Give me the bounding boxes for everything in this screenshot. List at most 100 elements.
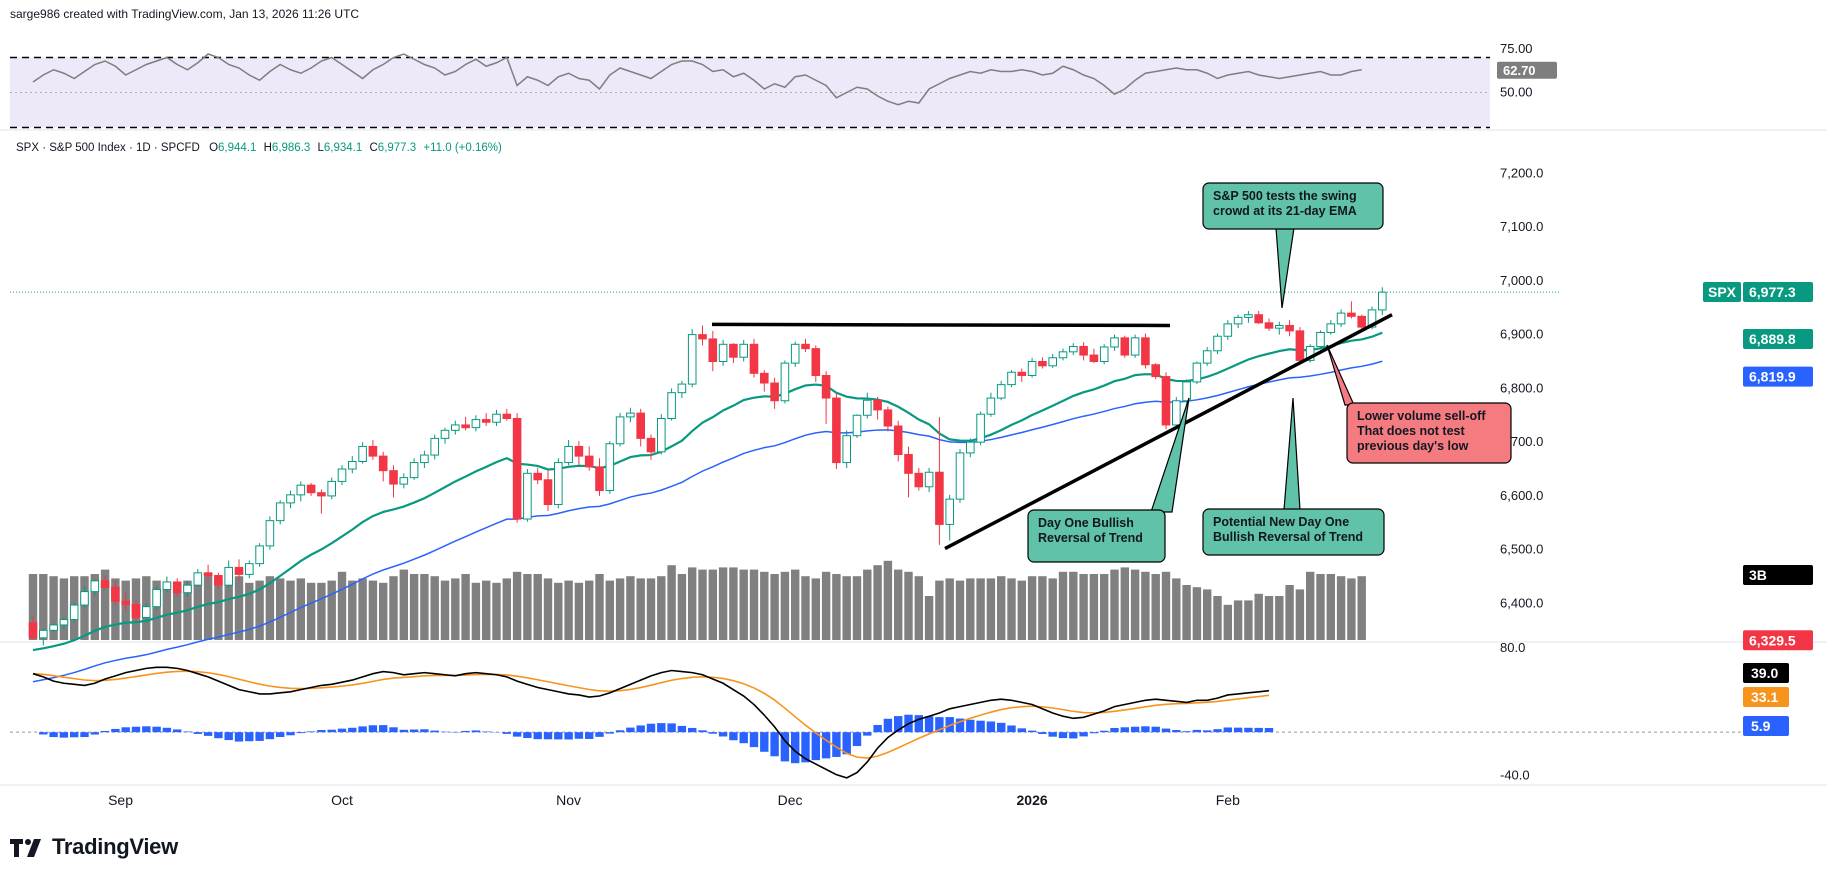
- volume-bar: [708, 569, 717, 640]
- candle-body: [904, 454, 913, 474]
- candle-body: [1151, 364, 1161, 378]
- candle-body: [512, 417, 522, 520]
- macd-value: 39.0: [1751, 665, 1778, 681]
- macd-histogram-bar: [811, 732, 820, 761]
- macd-histogram-bar: [935, 717, 944, 733]
- macd-value-tag: [1743, 663, 1789, 683]
- macd-histogram-bar: [430, 730, 439, 733]
- candle-body: [687, 334, 697, 385]
- macd-histogram-bar: [461, 730, 470, 733]
- volume-bar: [193, 578, 202, 640]
- annotation-box: [1202, 182, 1384, 230]
- volume-bar: [286, 580, 295, 640]
- candle-body: [1027, 361, 1037, 376]
- volume-bar: [265, 576, 275, 640]
- candle-body: [1213, 335, 1222, 352]
- price-tick-label: 6,900.0: [1500, 327, 1543, 342]
- candle-body: [1141, 337, 1150, 366]
- volume-bar: [955, 580, 965, 640]
- macd-value-tag: [1743, 687, 1789, 707]
- macd-histogram-bar: [1264, 727, 1274, 733]
- horizontal-resistance-line: [711, 322, 1171, 328]
- candle-body: [1017, 371, 1027, 376]
- time-tick-label: Oct: [331, 792, 353, 808]
- volume-bar: [791, 569, 800, 640]
- annotation-box: [1346, 402, 1512, 464]
- candle-body: [420, 454, 429, 464]
- annotation-text: S&P 500 tests the swing: [1213, 189, 1357, 203]
- candle-body: [914, 472, 924, 488]
- candle-body: [100, 580, 110, 588]
- volume-bar: [615, 578, 625, 640]
- volume-bar: [337, 571, 347, 640]
- macd-histogram-bar: [142, 726, 151, 733]
- candle-body: [1316, 331, 1325, 347]
- candle-body: [708, 338, 718, 363]
- macd-histogram-bar: [698, 730, 707, 733]
- rsi-tick-label: 50.00: [1500, 85, 1533, 100]
- macd-histogram-bar: [482, 731, 491, 733]
- macd-histogram-bar: [770, 732, 779, 757]
- macd-histogram-bar: [399, 729, 408, 733]
- macd-histogram-bar: [286, 732, 295, 736]
- candle-body: [543, 479, 553, 506]
- macd-histogram-bar: [1223, 727, 1232, 733]
- candle-body: [255, 545, 264, 565]
- price-tag-symbol-text: SPX: [1708, 284, 1737, 300]
- ema-50-line: [32, 360, 1383, 683]
- candle-body: [523, 472, 532, 520]
- annotation-text: previous day's low: [1357, 439, 1469, 453]
- candle-body: [265, 520, 275, 547]
- volume-bar: [358, 578, 367, 640]
- volume-bar: [677, 574, 687, 640]
- volume-bar: [1089, 574, 1099, 640]
- candle-body: [492, 413, 501, 423]
- volume-bar: [595, 574, 604, 640]
- macd-histogram-bar: [1069, 732, 1078, 739]
- candle-body: [976, 413, 985, 443]
- candle-body: [172, 581, 182, 594]
- volume-bar: [1295, 589, 1305, 640]
- macd-histogram-bar: [1254, 727, 1263, 733]
- volume-bar: [749, 569, 759, 640]
- volume-bar: [626, 576, 635, 640]
- macd-histogram-bar: [842, 732, 851, 755]
- symbol-name[interactable]: SPX · S&P 500 Index · 1D · SPCFD: [16, 142, 200, 154]
- volume-bar: [1203, 589, 1212, 640]
- macd-histogram-bar: [821, 732, 831, 759]
- volume-bar: [1161, 571, 1171, 640]
- macd-histogram-bar: [955, 718, 965, 733]
- macd-histogram-bar: [832, 732, 841, 757]
- volume-bar: [1285, 585, 1294, 640]
- macd-histogram-bar: [997, 722, 1006, 733]
- annotation-box: [1027, 509, 1166, 563]
- volume-bar: [1038, 576, 1047, 640]
- volume-bar: [646, 578, 656, 640]
- macd-histogram-bar: [657, 723, 666, 733]
- candle-body: [245, 563, 254, 575]
- candle-body: [1202, 350, 1212, 364]
- price-tag: [1743, 366, 1813, 387]
- macd-histogram-bar: [1038, 732, 1047, 735]
- time-tick-label: 2026: [1017, 792, 1048, 808]
- candle-body: [595, 466, 604, 492]
- volume-bar: [997, 576, 1006, 640]
- volume-bar: [904, 571, 913, 640]
- candle-body: [873, 399, 882, 411]
- macd-histogram-bar: [1130, 726, 1140, 733]
- candle-body: [378, 455, 388, 472]
- candle-body: [49, 624, 58, 631]
- candle-body: [224, 566, 233, 586]
- macd-histogram-bar: [121, 727, 130, 733]
- candle-body: [80, 591, 89, 606]
- volume-bar: [39, 574, 48, 640]
- price-tag: [1743, 564, 1813, 585]
- candle-body: [440, 429, 450, 439]
- annotation-text: That does not test: [1357, 424, 1465, 438]
- macd-histogram-bar: [183, 731, 192, 733]
- price-tick-label: 7,000.0: [1500, 273, 1543, 288]
- macd-histogram-bar: [59, 732, 69, 738]
- candle-body: [183, 584, 192, 594]
- candle-body: [852, 414, 862, 437]
